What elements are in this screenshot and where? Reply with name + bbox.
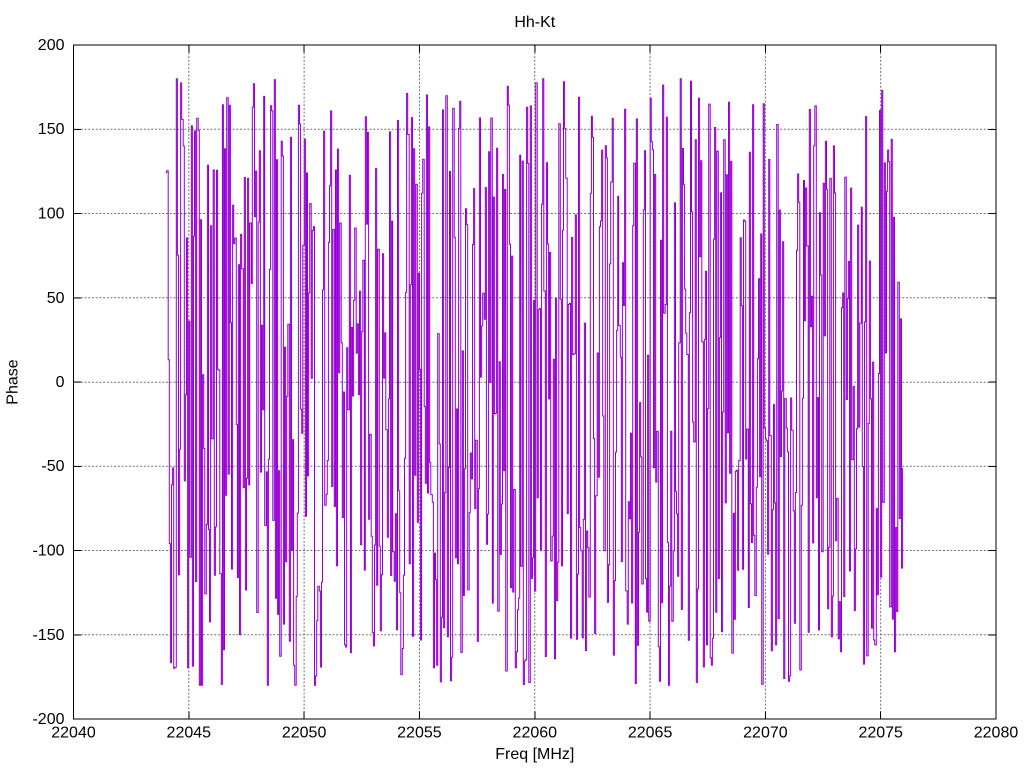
- svg-text:-50: -50: [41, 458, 64, 475]
- svg-text:100: 100: [38, 206, 65, 223]
- svg-text:-100: -100: [32, 543, 64, 560]
- svg-text:-150: -150: [32, 627, 64, 644]
- svg-text:22070: 22070: [743, 725, 788, 742]
- svg-text:22040: 22040: [51, 725, 96, 742]
- svg-text:22060: 22060: [513, 725, 558, 742]
- svg-text:22075: 22075: [858, 725, 903, 742]
- svg-text:22045: 22045: [167, 725, 212, 742]
- svg-text:22080: 22080: [974, 725, 1019, 742]
- svg-text:22065: 22065: [628, 725, 673, 742]
- svg-text:22050: 22050: [282, 725, 327, 742]
- svg-text:50: 50: [47, 290, 65, 307]
- svg-text:200: 200: [38, 37, 65, 54]
- svg-text:Freq [MHz]: Freq [MHz]: [495, 746, 574, 763]
- svg-text:22055: 22055: [397, 725, 442, 742]
- svg-text:Phase: Phase: [4, 359, 21, 404]
- svg-text:0: 0: [56, 374, 65, 391]
- svg-text:Hh-Kt: Hh-Kt: [514, 14, 555, 31]
- svg-text:150: 150: [38, 121, 65, 138]
- svg-text:-200: -200: [32, 711, 64, 728]
